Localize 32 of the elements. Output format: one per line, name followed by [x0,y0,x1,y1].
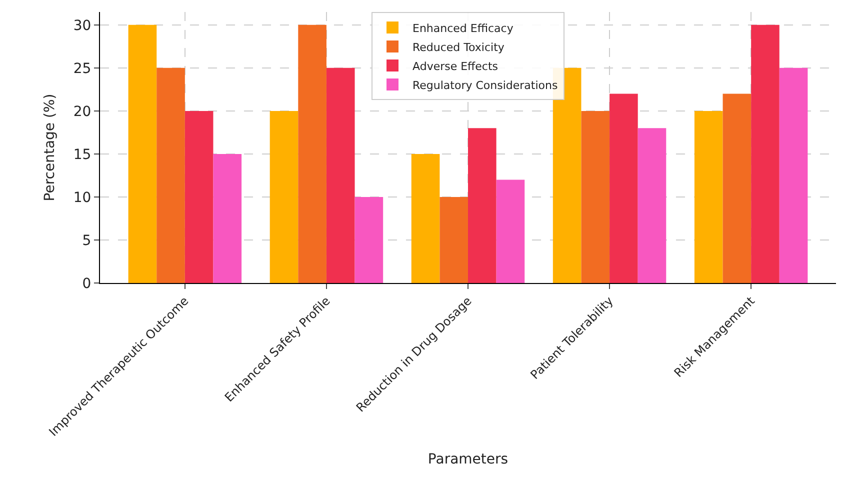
y-tick-label: 20 [73,104,92,120]
bar [638,128,666,283]
y-tick-label: 25 [73,60,92,77]
bar [354,196,384,283]
x-axis-title: Parameters [428,451,508,468]
legend-label: Regulatory Considerations [412,78,558,92]
y-axis-title: Percentage (%) [42,94,58,202]
y-tick-label: 0 [82,276,92,292]
bar [440,196,468,283]
bar [610,94,638,283]
bar [326,68,355,283]
y-tick-label: 30 [73,18,92,34]
bar [694,110,723,283]
bar [581,110,610,283]
legend-label: Adverse Effects [412,60,498,73]
y-tick-label: 5 [82,232,92,249]
bar [213,154,242,283]
bar [298,24,326,283]
bar [184,110,214,283]
bar [468,128,496,283]
bar [156,68,185,283]
legend-label: Enhanced Efficacy [412,22,514,35]
bar [751,24,780,283]
y-tick-label: 10 [73,190,92,206]
bar [128,24,157,283]
y-tick-label: 15 [73,146,92,163]
legend-label: Reduced Toxicity [412,40,505,54]
bar [270,110,298,283]
bar [411,154,440,283]
bar [722,94,752,283]
bar [779,68,808,283]
bar [496,180,525,283]
